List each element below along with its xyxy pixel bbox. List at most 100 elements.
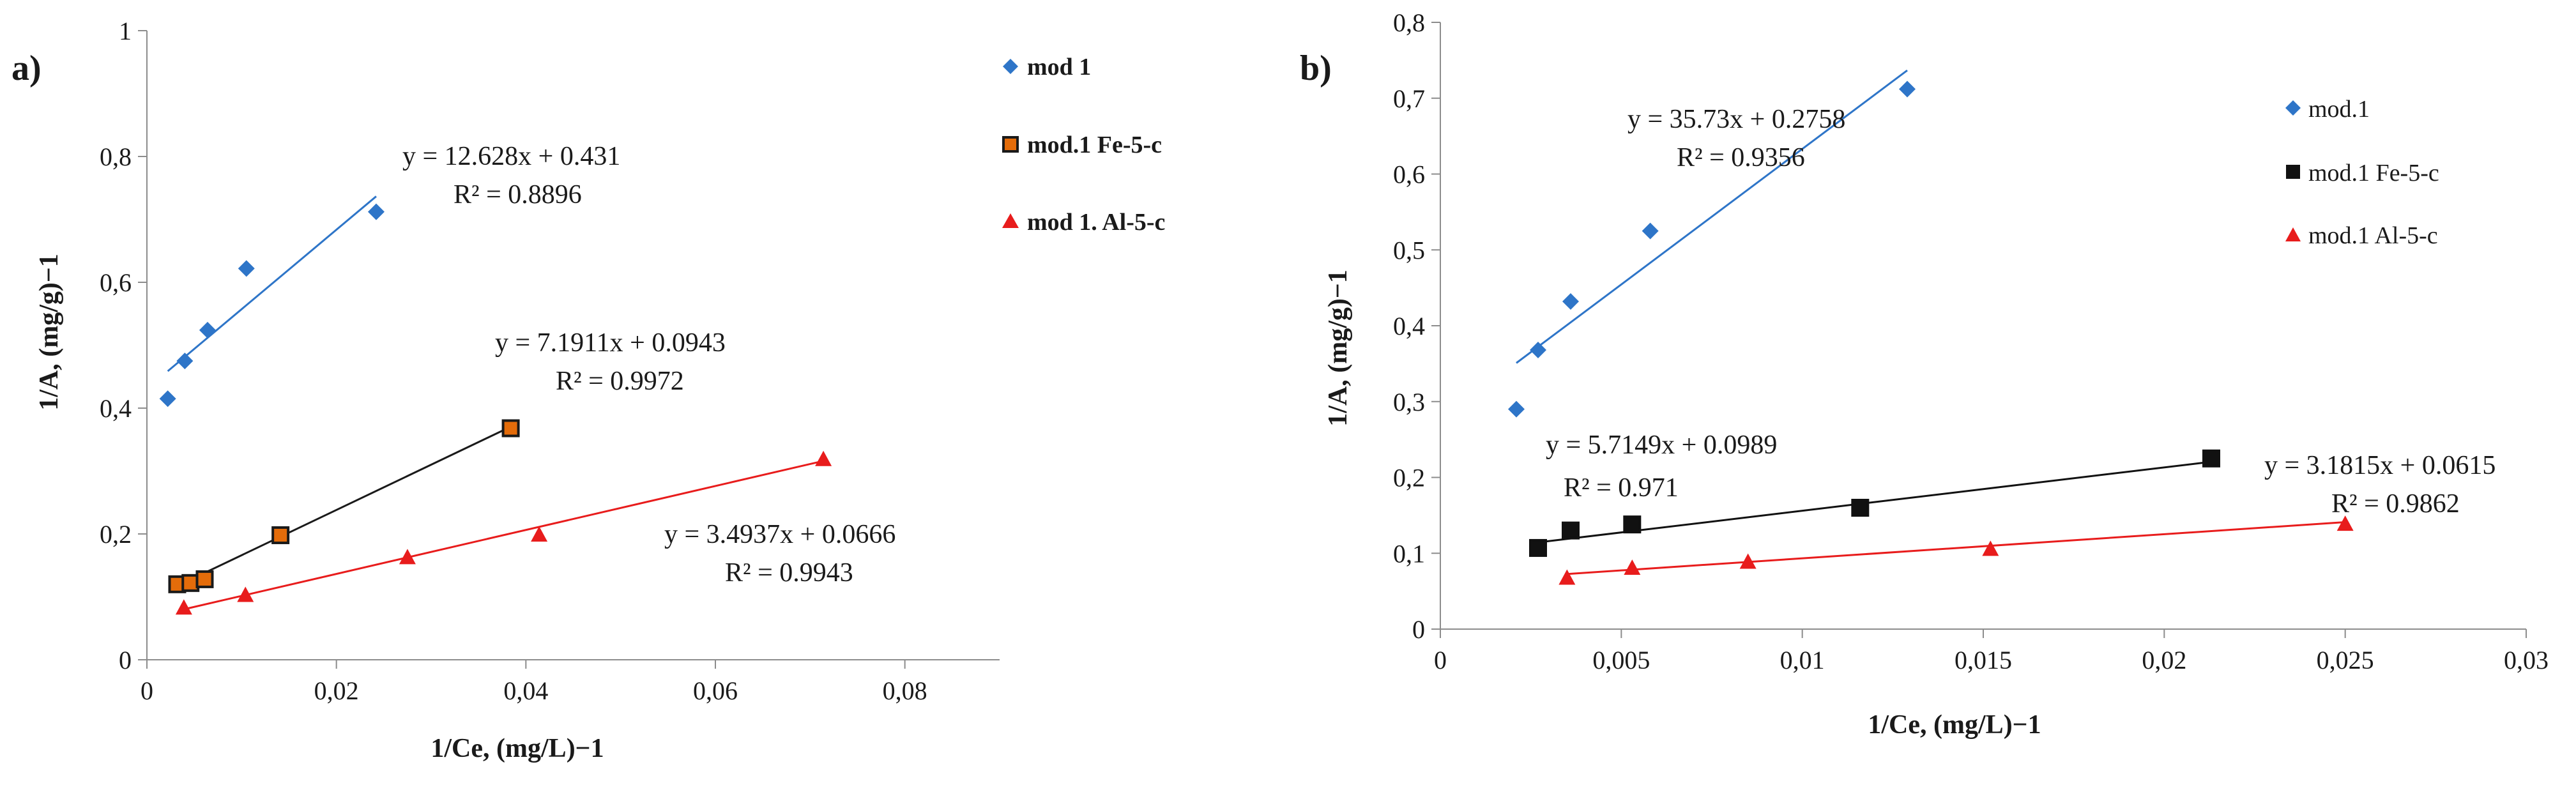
panel-b-r2-mod1: R² = 0.9356 [1677, 143, 1805, 172]
panel-a-y-tick-label: 0,6 [100, 268, 132, 297]
panel-a-point-triangle [175, 599, 192, 615]
panel-b-trendline-triangle [1567, 521, 2345, 575]
panel-a-legend-fe: mod.1 Fe-5-c [1027, 132, 1162, 158]
panel-b-y-tick-label: 0,3 [1393, 388, 1425, 416]
panel-b-legend-triangle-icon [2285, 227, 2301, 241]
panel-a-point-diamond [367, 203, 385, 220]
panel-a-r2-mod1: R² = 0.8896 [453, 180, 582, 209]
panel-a-y-tick-label: 0,8 [100, 142, 132, 171]
panel-b-point-square [1562, 521, 1580, 540]
panel-a-point-triangle [815, 450, 832, 466]
panel-a-eq-mod1: y = 12.628x + 0.431 [402, 142, 620, 171]
panel-a-point-square [195, 570, 214, 588]
panel-b-x-tick-label: 0,01 [1780, 646, 1825, 674]
panel-b-legend: mod.1 mod.1 Fe-5-c mod.1 Al-5-c [2285, 96, 2439, 249]
panel-a-trendline-diamond [167, 195, 377, 372]
panel-b-y-tick-label: 0,4 [1393, 312, 1425, 340]
panel-a-axes: 0 0,2 0,4 0,6 0,8 1 0 0,02 0,04 0,06 0,08 [100, 17, 1000, 705]
panel-b-trendline-square [1537, 460, 2212, 544]
panel-b-y-tick-label: 0 [1412, 615, 1425, 644]
panel-b-label: b) [1300, 49, 1332, 88]
panel-a-r2-al: R² = 0.9943 [725, 558, 853, 588]
panel-a-point-triangle [399, 549, 416, 565]
panel-b-legend-al: mod.1 Al-5-c [2308, 222, 2438, 249]
panel-a-point-square [271, 526, 290, 544]
panel-b-x-tick-label: 0,02 [2142, 646, 2186, 674]
panel-b-trendline-diamond [1516, 69, 1908, 364]
panel-a-y-tick-label: 0,2 [100, 520, 132, 549]
panel-a-legend-triangle-icon [1002, 213, 1019, 228]
panel-b-legend-square-icon [2286, 165, 2300, 179]
panel-a-y-tick-label: 0 [119, 646, 132, 674]
panel-b-x-tick-label: 0,025 [2317, 646, 2374, 674]
panel-b-legend-mod1: mod.1 [2308, 96, 2370, 123]
panel-b-point-diamond [1899, 80, 1916, 98]
panel-b-y-tick-label: 0,1 [1393, 539, 1425, 568]
panel-b-x-tick-label: 0 [1434, 646, 1447, 674]
panel-a-point-diamond [159, 390, 176, 407]
panel-a-legend: mod 1 mod.1 Fe-5-c mod 1. Al-5-c [1002, 54, 1165, 236]
panel-a-r2-fe: R² = 0.9972 [556, 367, 684, 396]
chart-panel-b: b) 1/A, (mg/g)−1 1/Ce, (mg/L)−1 0 0,1 0,2 0… [1300, 8, 2549, 740]
panel-b-point-square [2202, 449, 2220, 468]
panel-b-x-axis-title: 1/Ce, (mg/L)−1 [1868, 710, 2041, 740]
panel-b-eq-fe: y = 5.7149x + 0.0989 [1546, 430, 1777, 460]
panel-b-point-diamond [1642, 222, 1659, 240]
panel-a-x-tick-label: 0,02 [314, 676, 359, 705]
panel-a-y-tick-label: 0,4 [100, 394, 132, 423]
panel-b-x-tick-label: 0,015 [1955, 646, 2012, 674]
panel-b-data-points [1508, 80, 2354, 585]
panel-a-x-tick-label: 0,06 [693, 676, 738, 705]
panel-b-point-triangle [1739, 553, 1757, 569]
panel-a-legend-diamond-icon [1003, 59, 1018, 74]
panel-a-x-tick-label: 0,08 [883, 676, 927, 705]
panel-b-y-tick-label: 0,2 [1393, 464, 1425, 492]
panel-b-point-diamond [1508, 400, 1525, 418]
panel-b-x-tick-label: 0,03 [2504, 646, 2549, 674]
panel-a-y-axis-title: 1/A, (mg/g)−1 [34, 254, 64, 411]
panel-a-data-points [159, 203, 832, 615]
panel-a-eq-fe: y = 7.1911x + 0.0943 [495, 328, 726, 358]
panel-b-point-triangle [2336, 515, 2354, 531]
panel-b-point-square [1851, 499, 1870, 517]
panel-a-legend-square-icon [1002, 136, 1019, 153]
panel-a-y-axis-title-text: 1/A, (mg/g)−1 [34, 254, 64, 411]
panel-a-point-triangle [237, 586, 254, 602]
panel-a-label: a) [11, 49, 42, 88]
panel-a-y-tick-label: 1 [119, 17, 132, 45]
panel-b-y-axis-title: 1/A, (mg/g)−1 [1323, 270, 1353, 427]
panel-b-point-diamond [1530, 342, 1546, 358]
panel-a-x-tick-label: 0 [141, 676, 153, 705]
panel-b-y-axis-title-text: 1/A, (mg/g)−1 [1323, 270, 1353, 427]
panel-a-trendlines [167, 195, 824, 611]
panel-b-legend-fe: mod.1 Fe-5-c [2308, 160, 2439, 186]
panel-b-legend-diamond-icon [2285, 100, 2301, 116]
panel-b-r2-fe: R² = 0.971 [1564, 473, 1679, 503]
panel-b-y-tick-label: 0,8 [1393, 8, 1425, 37]
panel-a-eq-al: y = 3.4937x + 0.0666 [664, 520, 896, 549]
panel-b-point-triangle [1982, 540, 1999, 556]
panel-b-y-tick-label: 0,7 [1393, 84, 1425, 113]
panel-b-x-tick-label: 0,005 [1592, 646, 1650, 674]
panel-b-point-triangle [1624, 559, 1641, 575]
panel-b-point-square [1623, 515, 1642, 534]
panel-b-point-square [1529, 538, 1547, 557]
chart-panel-a: a) 1/A, (mg/g)−1 1/Ce, (mg/L)−1 00,20,40… [11, 17, 1165, 763]
panel-b-y-tick-label: 0,5 [1393, 236, 1425, 264]
panel-a-point-diamond [176, 353, 194, 370]
panel-b-trendlines [1516, 69, 2345, 575]
panel-b-r2-al: R² = 0.9862 [2331, 489, 2460, 519]
panel-a-point-triangle [531, 526, 548, 542]
panel-b-eq-mod1: y = 35.73x + 0.2758 [1627, 105, 1845, 134]
panel-a-point-diamond [199, 321, 216, 339]
panel-b-point-triangle [1559, 569, 1576, 585]
panel-a-x-tick-label: 0,04 [503, 676, 548, 705]
panel-a-point-square [501, 419, 520, 438]
panel-a-trendline-triangle [183, 460, 824, 611]
panel-a-point-square [181, 574, 200, 592]
panel-a-legend-al: mod 1. Al-5-c [1027, 209, 1165, 236]
panel-b-axes: 0 0,1 0,2 0,3 0,4 0,5 0,6 0,7 0,8 0 0,005 0,01 0,015… [1393, 8, 2549, 674]
panel-a-trendline-square [204, 425, 512, 574]
panel-b-eq-al: y = 3.1815x + 0.0615 [2264, 451, 2496, 480]
